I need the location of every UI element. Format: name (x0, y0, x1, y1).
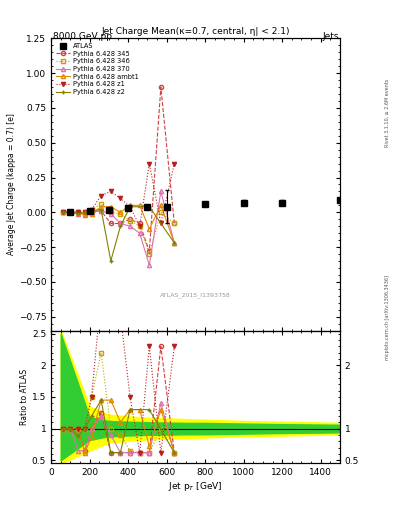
Pythia 6.428 346 (137, 223, 142, 229)
Pythia 6.428 z1 (89, 206, 94, 212)
Pythia 6.428 ambt1 (158, 202, 163, 208)
Pythia 6.428 z2 (118, 223, 123, 229)
Pythia 6.428 345 (99, 208, 103, 214)
Pythia 6.428 346 (158, 209, 163, 216)
Pythia 6.428 ambt1 (118, 209, 123, 216)
Pythia 6.428 345 (76, 209, 81, 216)
Legend: ATLAS, Pythia 6.428 345, Pythia 6.428 346, Pythia 6.428 370, Pythia 6.428 ambt1,: ATLAS, Pythia 6.428 345, Pythia 6.428 34… (54, 42, 140, 96)
Pythia 6.428 346 (118, 210, 123, 217)
Y-axis label: Average Jet Charge (kappa = 0.7) [e]: Average Jet Charge (kappa = 0.7) [e] (7, 114, 16, 255)
Pythia 6.428 370 (128, 223, 132, 229)
Pythia 6.428 370 (60, 209, 65, 216)
Pythia 6.428 346 (60, 209, 65, 216)
Pythia 6.428 346 (128, 218, 132, 224)
Pythia 6.428 346 (76, 209, 81, 216)
Pythia 6.428 346 (172, 220, 177, 226)
Pythia 6.428 z1 (76, 209, 81, 216)
Pythia 6.428 ambt1 (172, 240, 177, 246)
Line: Pythia 6.428 z2: Pythia 6.428 z2 (61, 205, 176, 263)
Pythia 6.428 346 (68, 209, 73, 216)
Pythia 6.428 345 (128, 216, 132, 222)
Pythia 6.428 ambt1 (147, 226, 152, 232)
Pythia 6.428 346 (99, 201, 103, 207)
Pythia 6.428 370 (89, 209, 94, 216)
Pythia 6.428 z1 (137, 223, 142, 229)
Text: Jets: Jets (322, 32, 339, 41)
Pythia 6.428 370 (68, 209, 73, 216)
Pythia 6.428 370 (172, 240, 177, 246)
Pythia 6.428 z1 (83, 209, 87, 216)
Pythia 6.428 z2 (99, 206, 103, 212)
Pythia 6.428 345 (118, 220, 123, 226)
Pythia 6.428 ambt1 (83, 212, 87, 218)
X-axis label: Jet p$_{T}$ [GeV]: Jet p$_{T}$ [GeV] (168, 480, 223, 493)
Pythia 6.428 370 (76, 210, 81, 217)
Pythia 6.428 z2 (68, 209, 73, 216)
Pythia 6.428 370 (108, 210, 113, 217)
Pythia 6.428 345 (108, 220, 113, 226)
Pythia 6.428 ambt1 (99, 204, 103, 210)
Pythia 6.428 346 (83, 209, 87, 216)
Pythia 6.428 370 (137, 230, 142, 236)
Pythia 6.428 345 (147, 248, 152, 254)
Pythia 6.428 ambt1 (108, 204, 113, 210)
Pythia 6.428 345 (83, 210, 87, 217)
Pythia 6.428 z1 (118, 195, 123, 201)
Pythia 6.428 z1 (147, 161, 152, 167)
Pythia 6.428 345 (137, 220, 142, 226)
Pythia 6.428 z1 (158, 220, 163, 226)
Pythia 6.428 z1 (172, 161, 177, 167)
Pythia 6.428 z1 (128, 204, 132, 210)
Pythia 6.428 z2 (76, 210, 81, 217)
Line: Pythia 6.428 ambt1: Pythia 6.428 ambt1 (61, 203, 176, 245)
Pythia 6.428 z1 (60, 209, 65, 216)
Pythia 6.428 370 (99, 208, 103, 214)
Pythia 6.428 z2 (172, 240, 177, 246)
Pythia 6.428 370 (83, 210, 87, 217)
Pythia 6.428 z1 (99, 193, 103, 199)
Pythia 6.428 z2 (147, 204, 152, 210)
Pythia 6.428 346 (108, 209, 113, 216)
Pythia 6.428 z2 (60, 209, 65, 216)
Pythia 6.428 z2 (89, 208, 94, 214)
Pythia 6.428 345 (172, 220, 177, 226)
Line: Pythia 6.428 370: Pythia 6.428 370 (61, 189, 176, 267)
Pythia 6.428 345 (158, 84, 163, 90)
Pythia 6.428 ambt1 (128, 202, 132, 208)
Pythia 6.428 ambt1 (89, 210, 94, 217)
Text: 8000 GeV pp: 8000 GeV pp (53, 32, 112, 41)
Pythia 6.428 370 (118, 220, 123, 226)
Pythia 6.428 370 (147, 262, 152, 268)
Line: Pythia 6.428 z1: Pythia 6.428 z1 (61, 161, 176, 228)
Text: mcplots.cern.ch [arXiv:1306.3436]: mcplots.cern.ch [arXiv:1306.3436] (385, 275, 390, 360)
Pythia 6.428 345 (60, 209, 65, 216)
Text: Rivet 3.1.10, ≥ 2.6M events: Rivet 3.1.10, ≥ 2.6M events (385, 78, 390, 147)
Pythia 6.428 345 (68, 209, 73, 216)
Pythia 6.428 ambt1 (60, 209, 65, 216)
Pythia 6.428 345 (89, 209, 94, 216)
Pythia 6.428 370 (158, 188, 163, 195)
Title: Jet Charge Mean(κ=0.7, central, η| < 2.1): Jet Charge Mean(κ=0.7, central, η| < 2.1… (101, 27, 290, 36)
Pythia 6.428 z2 (108, 258, 113, 264)
Text: ATLAS_2015_I1393758: ATLAS_2015_I1393758 (160, 293, 231, 298)
Line: Pythia 6.428 345: Pythia 6.428 345 (61, 85, 176, 253)
Pythia 6.428 z1 (68, 209, 73, 216)
Pythia 6.428 ambt1 (137, 202, 142, 208)
Pythia 6.428 ambt1 (68, 209, 73, 216)
Pythia 6.428 z1 (108, 188, 113, 195)
Pythia 6.428 z2 (83, 209, 87, 216)
Pythia 6.428 346 (147, 251, 152, 257)
Y-axis label: Ratio to ATLAS: Ratio to ATLAS (20, 369, 29, 425)
Pythia 6.428 ambt1 (76, 209, 81, 216)
Pythia 6.428 z2 (128, 204, 132, 210)
Pythia 6.428 346 (89, 206, 94, 212)
Line: Pythia 6.428 346: Pythia 6.428 346 (61, 202, 176, 256)
